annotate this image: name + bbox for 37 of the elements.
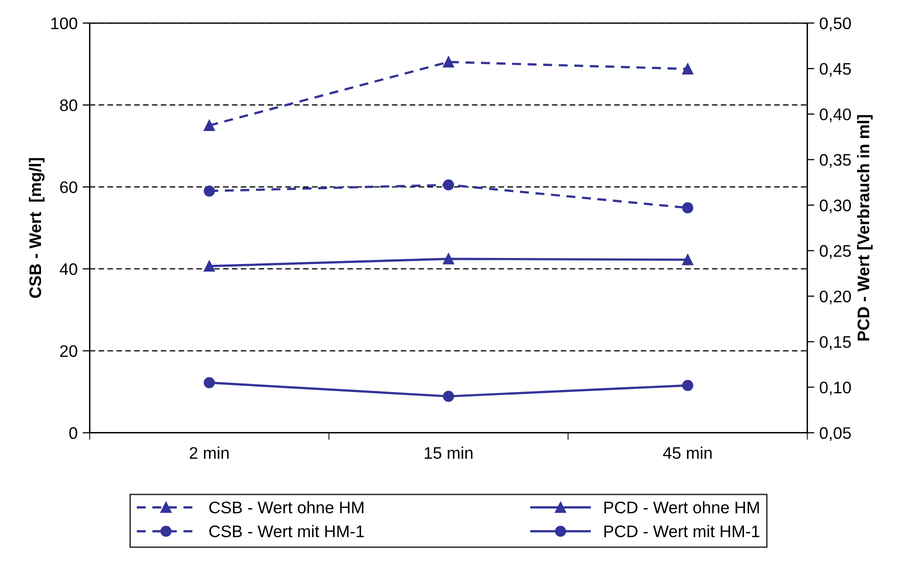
point	[682, 254, 694, 266]
point	[204, 120, 215, 132]
y2-tick-label: 0,30	[820, 200, 851, 214]
y-tick-label: 100	[51, 17, 78, 30]
y2-tick-label: 0,40	[820, 108, 851, 122]
y2-axis-title: PCD - Wert [Verbrauch in ml]	[857, 115, 873, 341]
y-tick-label: 0	[69, 427, 78, 439]
y2-tick-label: 0,20	[820, 290, 851, 304]
y2-tick-label: 0,25	[820, 245, 851, 259]
point	[442, 390, 454, 402]
y-tick-label: 20	[60, 345, 78, 358]
y2-tick-label: 0,45	[820, 62, 851, 77]
x-tick-label: 2 min	[190, 446, 229, 459]
y2-tick-label: 0,35	[820, 154, 851, 168]
point	[442, 179, 454, 190]
legend-label: CSB - Wert mit HM-1	[209, 525, 364, 538]
legend-label: CSB - Wert ohne HM	[209, 501, 364, 514]
y2-tick-label: 0,15	[820, 336, 851, 350]
y2-tick-label: 0,05	[820, 427, 851, 441]
y-tick-label: 80	[60, 99, 78, 112]
legend-label: PCD - Wert mit HM-1	[604, 525, 760, 538]
point	[442, 253, 454, 264]
y-axis-title: CSB - Wert [mg/l]	[28, 158, 45, 298]
y2-tick-label: 0,50	[820, 17, 851, 32]
point	[442, 56, 454, 68]
legend-label: PCD - Wert ohne HM	[604, 501, 759, 514]
point	[204, 377, 215, 388]
y-tick-label: 40	[60, 263, 78, 276]
x-tick-label: 45 min	[663, 446, 712, 459]
x-tick-label: 15 min	[424, 446, 472, 459]
y2-tick-label: 0,10	[820, 382, 851, 396]
point	[204, 260, 215, 272]
point	[682, 202, 694, 214]
point	[682, 380, 694, 391]
y-tick-label: 60	[60, 181, 78, 194]
point	[682, 63, 694, 74]
point	[204, 185, 215, 197]
